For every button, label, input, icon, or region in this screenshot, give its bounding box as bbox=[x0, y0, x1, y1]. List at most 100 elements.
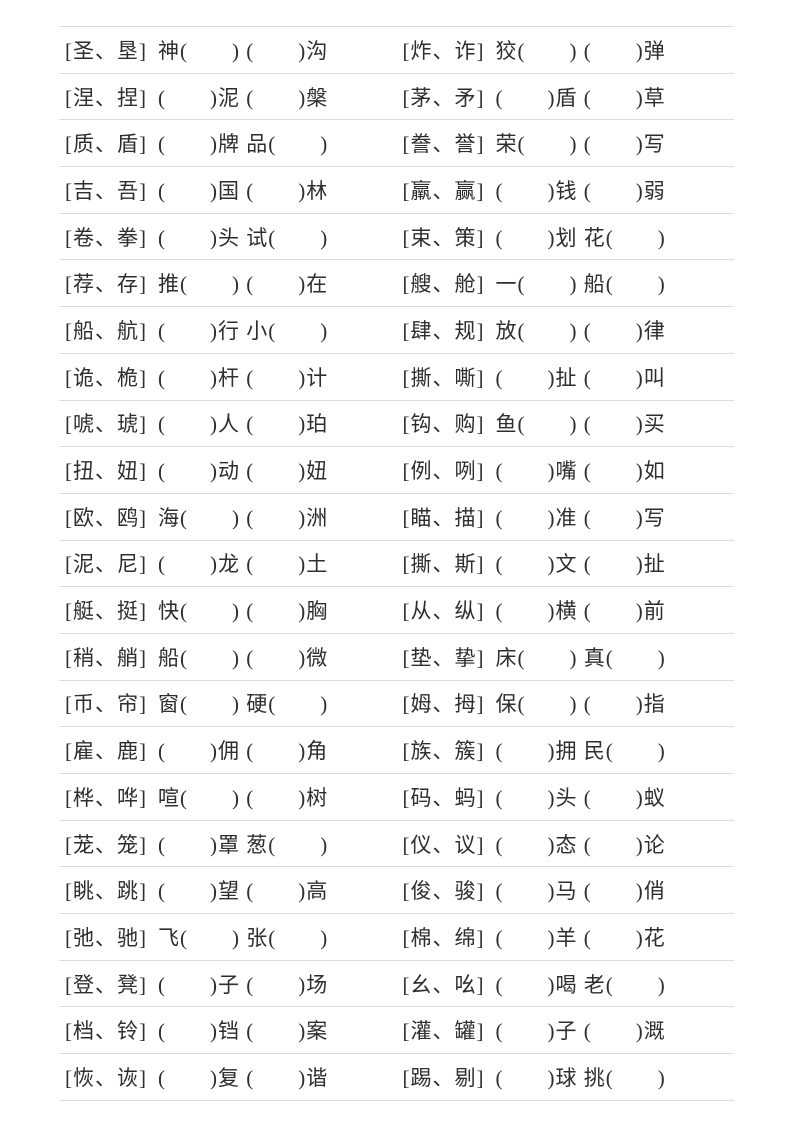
table-row: [唬、琥] ( )人 ( )珀 [钩、购] 鱼( ) ( )买 bbox=[59, 401, 734, 448]
character-options: [束、策] bbox=[402, 225, 485, 250]
table-row: [涅、捏] ( )泥 ( )槃 [茅、矛] ( )盾 ( )草 bbox=[59, 74, 734, 121]
fill-in-blanks: ( )泥 ( )槃 bbox=[158, 85, 329, 110]
table-row: [档、铃] ( )铛 ( )案 [灌、罐] ( )子 ( )溉 bbox=[59, 1007, 734, 1055]
table-row: [卷、拳] ( )头 试( ) [束、策] ( )划 花( ) bbox=[59, 214, 734, 261]
fill-in-blanks: 荣( ) ( )写 bbox=[495, 132, 666, 157]
fill-in-blanks: ( )羊 ( )花 bbox=[495, 925, 666, 950]
table-row: [泥、尼] ( )龙 ( )土 [撕、斯] ( )文 ( )扯 bbox=[59, 541, 734, 588]
character-options: [桦、哗] bbox=[65, 785, 147, 810]
exercise-cell-left: [卷、拳] ( )头 试( ) bbox=[59, 222, 397, 252]
exercise-cell-left: [桦、哗] 喧( ) ( )树 bbox=[59, 782, 397, 812]
exercise-cell-right: [撕、嘶] ( )扯 ( )叫 bbox=[397, 362, 735, 392]
exercise-cell-left: [艇、挺] 快( ) ( )胸 bbox=[59, 595, 397, 625]
exercise-cell-right: [仪、议] ( )态 ( )论 bbox=[397, 829, 735, 859]
table-row: [登、凳] ( )子 ( )场 [幺、吆] ( )喝 老( ) bbox=[59, 961, 734, 1008]
character-options: [弛、驰] bbox=[65, 925, 147, 950]
character-options: [灌、罐] bbox=[402, 1019, 485, 1044]
fill-in-blanks: ( )准 ( )写 bbox=[495, 505, 666, 530]
character-options: [档、铃] bbox=[65, 1019, 147, 1044]
character-options: [欧、鸥] bbox=[65, 505, 147, 530]
fill-in-blanks: ( )杆 ( )计 bbox=[158, 365, 329, 390]
exercise-cell-left: [恢、诙] ( )复 ( )谐 bbox=[59, 1062, 397, 1092]
exercise-cell-left: [诡、桅] ( )杆 ( )计 bbox=[59, 362, 397, 392]
exercise-cell-right: [踢、剔] ( )球 挑( ) bbox=[397, 1062, 735, 1092]
fill-in-blanks: ( )扯 ( )叫 bbox=[495, 365, 666, 390]
exercise-cell-left: [荐、存] 推( ) ( )在 bbox=[59, 268, 397, 298]
fill-in-blanks: ( )佣 ( )角 bbox=[158, 739, 329, 764]
table-row: [圣、垦] 神( ) ( )沟 [炸、诈] 狡( ) ( )弹 bbox=[59, 27, 734, 74]
fill-in-blanks: 海( ) ( )洲 bbox=[158, 505, 329, 530]
exercise-cell-left: [币、帘] 窗( ) 硬( ) bbox=[59, 688, 397, 718]
table-row: [恢、诙] ( )复 ( )谐 [踢、剔] ( )球 挑( ) bbox=[59, 1054, 734, 1101]
character-options: [誊、誉] bbox=[402, 132, 485, 157]
character-options: [泥、尼] bbox=[65, 552, 147, 577]
character-options: [卷、拳] bbox=[65, 225, 147, 250]
character-options: [扭、妞] bbox=[65, 459, 147, 484]
fill-in-blanks: ( )铛 ( )案 bbox=[158, 1019, 329, 1044]
table-row: [扭、妞] ( )动 ( )妞 [例、咧] ( )嘴 ( )如 bbox=[59, 447, 734, 494]
character-options: [雇、鹿] bbox=[65, 739, 147, 764]
character-options: [涅、捏] bbox=[65, 85, 147, 110]
character-options: [登、凳] bbox=[65, 972, 147, 997]
character-options: [棉、绵] bbox=[402, 925, 485, 950]
character-options: [族、簇] bbox=[402, 739, 485, 764]
table-row: [稍、艄] 船( ) ( )微 [垫、挚] 床( ) 真( ) bbox=[59, 634, 734, 681]
table-row: [艇、挺] 快( ) ( )胸 [从、纵] ( )横 ( )前 bbox=[59, 587, 734, 634]
fill-in-blanks: ( )态 ( )论 bbox=[495, 832, 666, 857]
fill-in-blanks: 船( ) ( )微 bbox=[158, 645, 329, 670]
table-row: [币、帘] 窗( ) 硬( ) [姆、拇] 保( ) ( )指 bbox=[59, 681, 734, 728]
fill-in-blanks: ( )龙 ( )土 bbox=[158, 552, 329, 577]
exercise-cell-right: [码、蚂] ( )头 ( )蚁 bbox=[397, 782, 735, 812]
character-options: [眺、跳] bbox=[65, 879, 147, 904]
fill-in-blanks: ( )球 挑( ) bbox=[495, 1065, 666, 1090]
fill-in-blanks: 飞( ) 张( ) bbox=[158, 925, 329, 950]
exercise-cell-left: [茏、笼] ( )罩 葱( ) bbox=[59, 829, 397, 859]
exercise-cell-right: [羸、赢] ( )钱 ( )弱 bbox=[397, 175, 735, 205]
table-row: [质、盾] ( )牌 品( ) [誊、誉] 荣( ) ( )写 bbox=[59, 120, 734, 168]
character-options: [瞄、描] bbox=[402, 505, 485, 530]
exercise-cell-right: [艘、舱] 一( ) 船( ) bbox=[397, 268, 735, 298]
character-options: [币、帘] bbox=[65, 692, 147, 717]
fill-in-blanks: ( )盾 ( )草 bbox=[495, 85, 666, 110]
fill-in-blanks: ( )文 ( )扯 bbox=[495, 552, 666, 577]
exercise-cell-left: [质、盾] ( )牌 品( ) bbox=[59, 128, 397, 158]
fill-in-blanks: 保( ) ( )指 bbox=[495, 692, 666, 717]
character-options: [羸、赢] bbox=[402, 178, 485, 203]
character-options: [撕、嘶] bbox=[402, 365, 485, 390]
exercise-cell-right: [瞄、描] ( )准 ( )写 bbox=[397, 502, 735, 532]
exercise-cell-left: [登、凳] ( )子 ( )场 bbox=[59, 969, 397, 999]
fill-in-blanks: ( )望 ( )高 bbox=[158, 879, 329, 904]
table-row: [诡、桅] ( )杆 ( )计 [撕、嘶] ( )扯 ( )叫 bbox=[59, 354, 734, 401]
exercise-cell-right: [俊、骏] ( )马 ( )俏 bbox=[397, 875, 735, 905]
character-options: [仪、议] bbox=[402, 832, 485, 857]
fill-in-blanks: 鱼( ) ( )买 bbox=[495, 412, 666, 437]
character-options: [艇、挺] bbox=[65, 599, 147, 624]
character-options: [幺、吆] bbox=[402, 972, 485, 997]
character-options: [撕、斯] bbox=[402, 552, 485, 577]
table-row: [荐、存] 推( ) ( )在 [艘、舱] 一( ) 船( ) bbox=[59, 260, 735, 308]
exercise-cell-right: [撕、斯] ( )文 ( )扯 bbox=[397, 548, 735, 578]
table-row: [雇、鹿] ( )佣 ( )角 [族、簇] ( )拥 民( ) bbox=[59, 727, 734, 774]
fill-in-blanks: ( )子 ( )场 bbox=[158, 972, 329, 997]
exercise-cell-right: [束、策] ( )划 花( ) bbox=[397, 222, 735, 252]
fill-in-blanks: 床( ) 真( ) bbox=[495, 645, 666, 670]
exercise-cell-left: [稍、艄] 船( ) ( )微 bbox=[59, 642, 397, 672]
character-options: [船、航] bbox=[65, 318, 147, 343]
character-options: [荐、存] bbox=[65, 272, 147, 297]
exercise-cell-right: [幺、吆] ( )喝 老( ) bbox=[397, 969, 735, 999]
character-options: [稍、艄] bbox=[65, 645, 147, 670]
fill-in-blanks: 快( ) ( )胸 bbox=[158, 599, 329, 624]
character-options: [码、蚂] bbox=[402, 785, 485, 810]
character-options: [恢、诙] bbox=[65, 1065, 147, 1090]
character-options: [肆、规] bbox=[402, 318, 485, 343]
fill-in-blanks: 喧( ) ( )树 bbox=[158, 785, 329, 810]
fill-in-blanks: ( )嘴 ( )如 bbox=[495, 459, 666, 484]
exercise-cell-right: [例、咧] ( )嘴 ( )如 bbox=[397, 455, 735, 485]
character-options: [吉、吾] bbox=[65, 178, 147, 203]
table-row: [茏、笼] ( )罩 葱( ) [仪、议] ( )态 ( )论 bbox=[59, 821, 734, 868]
fill-in-blanks: 一( ) 船( ) bbox=[495, 272, 666, 297]
character-options: [垫、挚] bbox=[402, 645, 485, 670]
fill-in-blanks: ( )头 ( )蚁 bbox=[495, 785, 666, 810]
fill-in-blanks: ( )子 ( )溉 bbox=[495, 1019, 666, 1044]
fill-in-blanks: ( )人 ( )珀 bbox=[158, 412, 329, 437]
